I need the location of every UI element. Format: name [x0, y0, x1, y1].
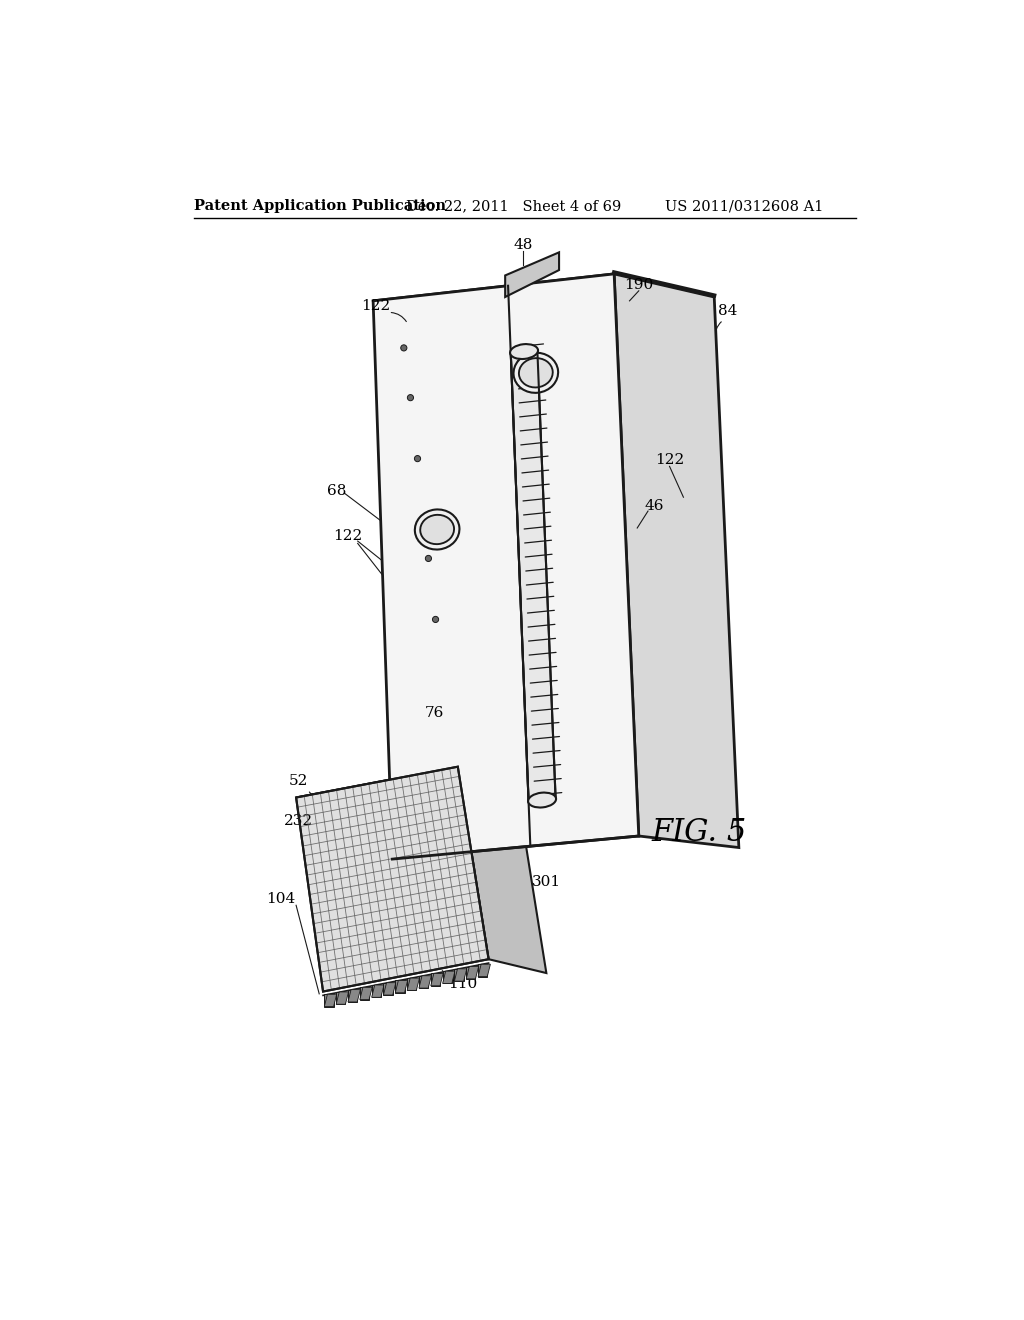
Circle shape [408, 395, 414, 401]
Bar [336, 991, 345, 1005]
Text: 110: 110 [449, 977, 478, 991]
Polygon shape [408, 978, 420, 990]
Text: Patent Application Publication: Patent Application Publication [194, 199, 445, 213]
Text: 122: 122 [360, 300, 390, 313]
Polygon shape [419, 975, 431, 989]
Bar [431, 973, 440, 986]
Polygon shape [458, 767, 547, 973]
Ellipse shape [519, 358, 553, 388]
Ellipse shape [513, 352, 558, 393]
Bar [455, 969, 464, 981]
Bar [442, 972, 452, 983]
Ellipse shape [420, 515, 454, 544]
FancyArrowPatch shape [309, 792, 335, 809]
Circle shape [432, 616, 438, 623]
Text: 301: 301 [531, 875, 561, 890]
Text: 48: 48 [514, 238, 532, 252]
Ellipse shape [415, 510, 460, 549]
Text: 122: 122 [333, 529, 362, 543]
Polygon shape [373, 275, 714, 323]
Polygon shape [336, 991, 348, 1005]
Polygon shape [395, 981, 408, 993]
Polygon shape [442, 972, 455, 983]
Bar [348, 990, 357, 1002]
Polygon shape [348, 990, 360, 1002]
Text: 104: 104 [266, 892, 295, 906]
Polygon shape [614, 275, 739, 847]
Text: 46: 46 [644, 499, 664, 513]
Text: Dec. 22, 2011   Sheet 4 of 69: Dec. 22, 2011 Sheet 4 of 69 [407, 199, 622, 213]
Polygon shape [296, 767, 515, 812]
Text: 232: 232 [284, 813, 313, 828]
Text: 122: 122 [655, 453, 684, 467]
Text: 76: 76 [425, 706, 444, 719]
Polygon shape [466, 966, 478, 979]
Polygon shape [325, 994, 337, 1007]
Ellipse shape [510, 345, 538, 359]
Text: 52: 52 [289, 774, 308, 788]
Circle shape [400, 345, 407, 351]
Bar [395, 981, 404, 993]
Bar [408, 978, 417, 990]
Ellipse shape [528, 792, 556, 808]
Bar [372, 985, 381, 998]
Polygon shape [373, 275, 639, 859]
Bar [419, 975, 428, 989]
Polygon shape [372, 985, 384, 998]
Bar [383, 982, 393, 995]
Polygon shape [505, 252, 559, 297]
FancyArrowPatch shape [487, 849, 528, 874]
Bar [466, 966, 475, 979]
Polygon shape [431, 973, 443, 986]
Polygon shape [478, 964, 490, 977]
Polygon shape [511, 350, 556, 801]
Polygon shape [359, 987, 372, 999]
Text: US 2011/0312608 A1: US 2011/0312608 A1 [665, 199, 823, 213]
Polygon shape [296, 767, 488, 991]
Polygon shape [383, 982, 396, 995]
Text: FIG. 5: FIG. 5 [651, 817, 746, 849]
Bar [478, 964, 487, 977]
Bar [359, 987, 369, 999]
Circle shape [425, 556, 431, 561]
Bar [325, 994, 334, 1007]
Text: 190: 190 [625, 279, 653, 293]
Text: 68: 68 [328, 484, 346, 498]
Text: 84: 84 [718, 304, 737, 318]
Polygon shape [455, 969, 467, 981]
Circle shape [415, 455, 421, 462]
